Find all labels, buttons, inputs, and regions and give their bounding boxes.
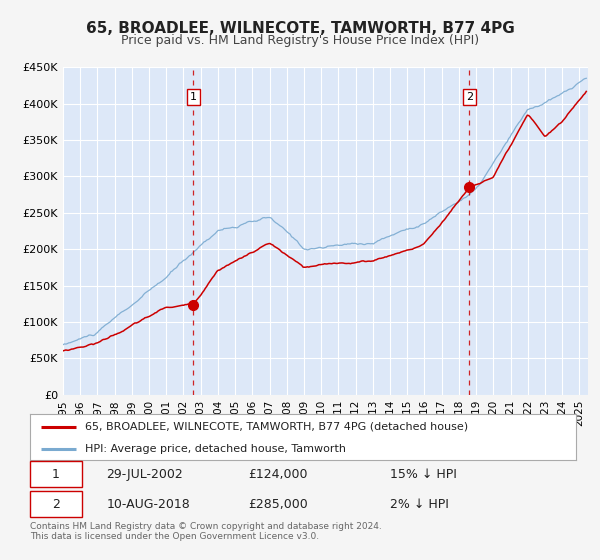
- Text: £285,000: £285,000: [248, 498, 308, 511]
- Text: HPI: Average price, detached house, Tamworth: HPI: Average price, detached house, Tamw…: [85, 444, 346, 454]
- Text: Price paid vs. HM Land Registry's House Price Index (HPI): Price paid vs. HM Land Registry's House …: [121, 34, 479, 46]
- Text: Contains HM Land Registry data © Crown copyright and database right 2024.: Contains HM Land Registry data © Crown c…: [30, 522, 382, 531]
- Text: 2: 2: [52, 498, 59, 511]
- Text: 65, BROADLEE, WILNECOTE, TAMWORTH, B77 4PG (detached house): 65, BROADLEE, WILNECOTE, TAMWORTH, B77 4…: [85, 422, 468, 432]
- Text: 29-JUL-2002: 29-JUL-2002: [106, 468, 183, 481]
- Text: 2: 2: [466, 92, 473, 102]
- Text: £124,000: £124,000: [248, 468, 308, 481]
- Text: 1: 1: [190, 92, 197, 102]
- Text: 10-AUG-2018: 10-AUG-2018: [106, 498, 190, 511]
- Text: 1: 1: [52, 468, 59, 481]
- FancyBboxPatch shape: [30, 461, 82, 487]
- Text: 65, BROADLEE, WILNECOTE, TAMWORTH, B77 4PG: 65, BROADLEE, WILNECOTE, TAMWORTH, B77 4…: [86, 21, 514, 36]
- Text: This data is licensed under the Open Government Licence v3.0.: This data is licensed under the Open Gov…: [30, 532, 319, 541]
- Text: 15% ↓ HPI: 15% ↓ HPI: [391, 468, 457, 481]
- Text: 2% ↓ HPI: 2% ↓ HPI: [391, 498, 449, 511]
- FancyBboxPatch shape: [30, 491, 82, 517]
